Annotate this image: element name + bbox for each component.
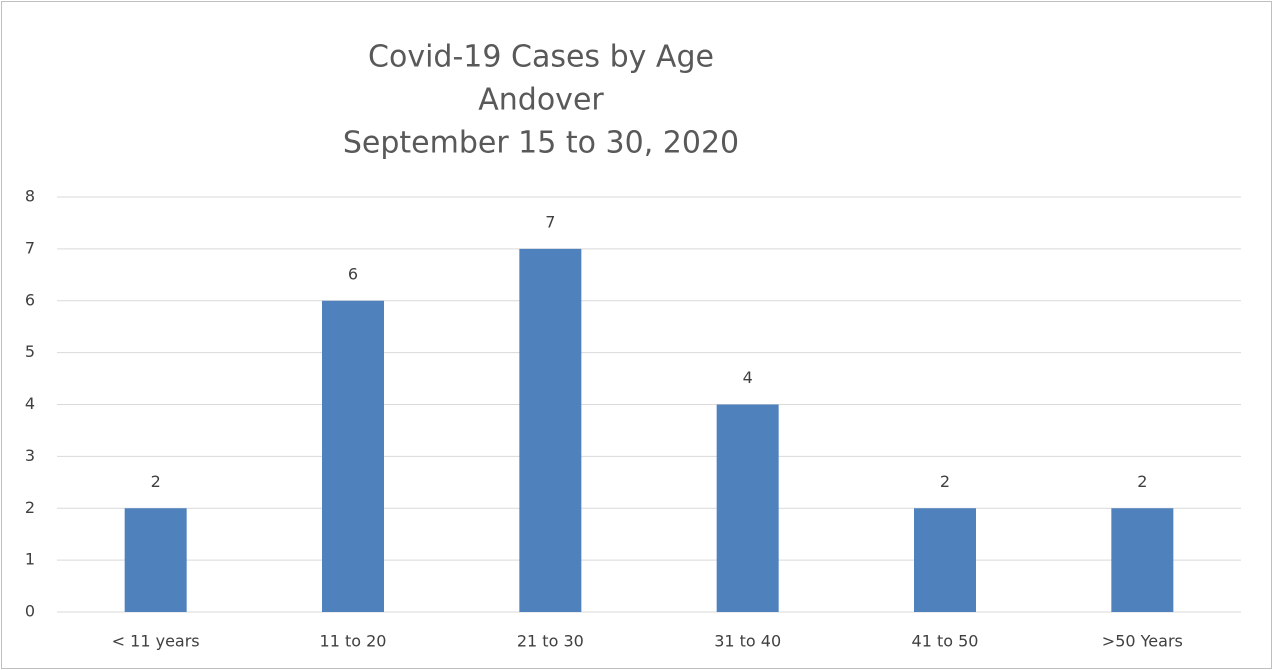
bar	[124, 508, 187, 612]
data-label: 7	[545, 212, 555, 231]
y-tick-label: 6	[25, 290, 35, 309]
bar	[914, 508, 976, 612]
y-tick-label: 7	[25, 238, 35, 257]
y-tick-label: 5	[25, 342, 35, 361]
y-tick-label: 4	[25, 394, 35, 413]
x-tick-label: >50 Years	[1102, 632, 1183, 651]
chart-title: September 15 to 30, 2020	[343, 126, 739, 161]
x-tick-label: < 11 years	[112, 632, 200, 651]
chart-title: Andover	[478, 83, 604, 118]
x-tick-label: 21 to 30	[517, 632, 584, 651]
y-tick-label: 8	[25, 187, 35, 206]
y-tick-label: 1	[25, 550, 35, 569]
y-tick-label: 2	[25, 498, 35, 517]
y-tick-label: 0	[25, 602, 35, 621]
data-label: 2	[940, 472, 950, 491]
data-label: 6	[348, 264, 358, 283]
chart-title: Covid-19 Cases by Age	[368, 40, 714, 75]
bar	[322, 300, 384, 612]
x-tick-label: 31 to 40	[714, 632, 781, 651]
bar	[716, 404, 779, 612]
bar	[1111, 508, 1174, 612]
x-tick-label: 11 to 20	[320, 632, 387, 651]
data-label: 2	[1137, 472, 1147, 491]
bar	[519, 248, 582, 612]
data-label: 2	[151, 472, 161, 491]
data-label: 4	[743, 368, 753, 387]
y-tick-label: 3	[25, 446, 35, 465]
x-tick-label: 41 to 50	[912, 632, 979, 651]
